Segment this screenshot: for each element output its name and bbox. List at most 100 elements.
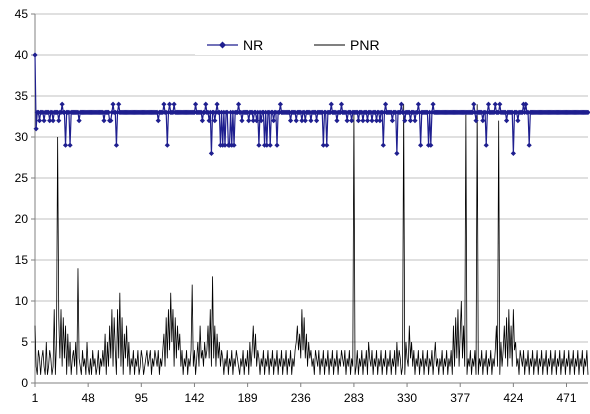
nr-point [277, 101, 283, 107]
nr-point [355, 118, 362, 124]
nr-point [108, 118, 114, 124]
y-tick-label: 15 [15, 253, 29, 267]
y-tick-label: 45 [15, 7, 29, 21]
nr-point [382, 101, 389, 107]
gridlines [35, 13, 588, 343]
y-tick-label: 30 [15, 130, 29, 144]
nr-point [308, 118, 314, 124]
x-tick-label: 330 [397, 391, 417, 405]
nr-point [485, 101, 492, 107]
nr-point [105, 109, 112, 115]
nr-point [418, 142, 424, 148]
y-tick-label: 25 [15, 171, 29, 185]
nr-point [428, 142, 434, 148]
nr-point [526, 142, 532, 148]
nr-point [271, 118, 277, 124]
x-tick-label: 48 [81, 391, 95, 405]
nr-point [161, 101, 167, 107]
nr-point [101, 118, 107, 124]
nr-point [254, 118, 260, 124]
nr-point [360, 118, 366, 124]
nr-point [206, 118, 212, 124]
y-tick-label: 40 [15, 48, 29, 62]
y-tick-label: 5 [21, 335, 28, 349]
nr-point [293, 118, 299, 124]
x-tick-label: 95 [135, 391, 149, 405]
legend-nr-label: NR [243, 37, 263, 53]
nr-point [256, 142, 262, 148]
nr-point [274, 142, 280, 148]
nr-point [364, 118, 371, 124]
nr-point [415, 101, 421, 107]
nr-point [334, 118, 340, 124]
legend-box [195, 33, 400, 55]
series-pnr [34, 104, 589, 375]
y-tick-label: 0 [21, 376, 28, 390]
x-tick-label: 142 [184, 391, 204, 405]
nr-point [523, 101, 529, 107]
nr-point [480, 118, 486, 124]
legend: NR PNR [195, 33, 400, 55]
nr-point [258, 118, 264, 124]
nr-point [56, 118, 62, 124]
nr-point [483, 142, 489, 148]
nr-point [116, 101, 122, 107]
nr-point [492, 101, 498, 107]
nr-point [239, 118, 245, 124]
nr-point [264, 142, 270, 148]
y-tick-label: 35 [15, 89, 29, 103]
nr-point [320, 142, 326, 148]
nr-point [389, 118, 395, 124]
nr-point [203, 101, 209, 107]
nr-point [412, 118, 418, 124]
nr-point [222, 142, 228, 148]
x-tick-label: 377 [450, 391, 470, 405]
nr-point [212, 118, 218, 124]
nr-point [67, 142, 73, 148]
series-nr [32, 52, 590, 156]
nr-point [250, 118, 256, 124]
y-tick-label: 10 [15, 294, 29, 308]
nr-point [407, 118, 414, 124]
nr-point [235, 101, 242, 107]
nr-point [515, 118, 521, 124]
nr-point [585, 109, 590, 115]
nr-point [380, 142, 386, 148]
nr-point [113, 142, 120, 148]
nr-point [349, 118, 355, 124]
nr-point [110, 101, 116, 107]
nr-point [166, 101, 173, 107]
x-tick-label: 189 [238, 391, 258, 405]
nr-point [36, 118, 43, 124]
nr-point [171, 101, 177, 107]
nr-point [164, 142, 170, 148]
x-tick-label: 283 [344, 391, 364, 405]
nr-point [377, 118, 383, 124]
nr-point [32, 52, 38, 58]
nr-point [155, 118, 161, 124]
nr-point [373, 118, 380, 124]
nr-point [402, 118, 408, 124]
nr-point [324, 142, 330, 148]
x-tick-label: 424 [503, 391, 523, 405]
nr-point [299, 118, 305, 124]
nr-point [497, 101, 503, 107]
nr-point [76, 118, 82, 124]
nr-point [328, 101, 334, 107]
nr-point [473, 118, 479, 124]
nr-point [246, 118, 252, 124]
nr-point [224, 109, 230, 115]
nr-point [33, 126, 39, 132]
nr-point [59, 101, 65, 107]
axes: 0 5 10 15 20 25 30 35 40 45 1 48 95 142 189 236 283 330 37… [15, 7, 588, 405]
nr-point [50, 118, 56, 124]
x-tick-label: 1 [32, 391, 39, 405]
nr-point [503, 118, 510, 124]
legend-pnr-label: PNR [350, 37, 380, 53]
nr-point [231, 142, 237, 148]
legend-nr-marker [219, 41, 226, 49]
pnr-series-line [34, 104, 589, 375]
nr-point [287, 118, 294, 124]
nr-point [313, 118, 320, 124]
nr-point [398, 101, 404, 107]
